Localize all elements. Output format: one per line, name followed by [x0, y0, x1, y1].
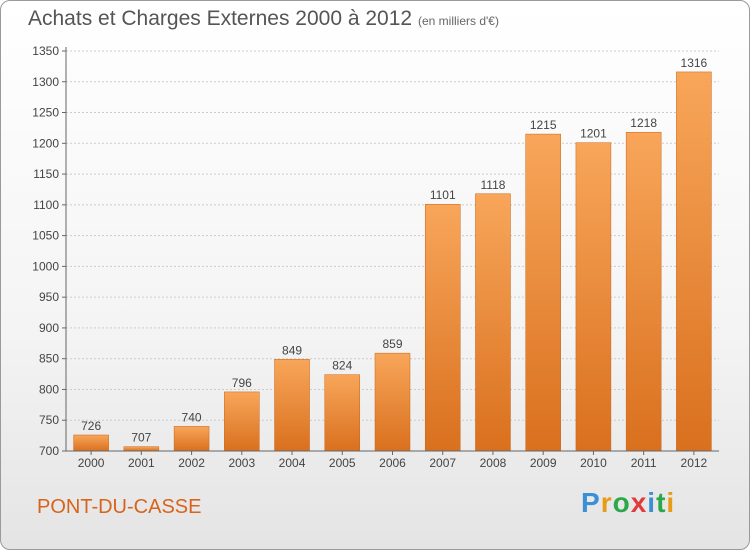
x-tick-label-2008: 2008: [480, 456, 507, 470]
value-label-2004: 849: [282, 343, 302, 357]
value-label-2001: 707: [131, 431, 151, 445]
x-tick-label-2009: 2009: [530, 456, 557, 470]
y-tick-label-1200: 1200: [32, 136, 59, 150]
value-label-2007: 1101: [430, 188, 456, 202]
y-tick-label-900: 900: [39, 321, 59, 335]
axes: 700 750 800 850 900 950 1000 1050 1100 1150 1200 12…: [32, 44, 719, 470]
x-tick-label-2007: 2007: [429, 456, 456, 470]
bar-2008: [475, 193, 511, 452]
logo-letter: i: [666, 487, 676, 518]
y-tick-label-1250: 1250: [32, 106, 59, 120]
value-label-2002: 740: [182, 410, 202, 424]
unit-note: (en milliers d'€): [418, 14, 499, 28]
x-tick-label-2010: 2010: [580, 456, 607, 470]
y-tick-label-1350: 1350: [32, 44, 59, 58]
proxiti-logo: Proxiti: [581, 487, 675, 519]
value-label-2009: 1215: [530, 118, 557, 132]
y-tick-label-850: 850: [39, 352, 59, 366]
logo-letter: t: [656, 487, 667, 518]
x-tick-label-2005: 2005: [329, 456, 356, 470]
value-label-2006: 859: [382, 337, 402, 351]
chart-title: Achats et Charges Externes 2000 à 2012: [28, 7, 413, 30]
x-tick-label-2003: 2003: [228, 456, 255, 470]
bar-2001: [123, 446, 160, 452]
logo-letter: i: [647, 487, 657, 518]
bar-2009: [525, 133, 561, 452]
y-tick-label-700: 700: [39, 444, 59, 458]
y-tick-label-1150: 1150: [33, 167, 59, 181]
y-tick-label-1050: 1050: [32, 229, 59, 243]
logo-letter: o: [612, 487, 631, 518]
y-tick-label-1300: 1300: [32, 75, 59, 89]
y-tick-label-800: 800: [39, 382, 59, 396]
bar-2004: [274, 359, 310, 452]
value-label-2010: 1201: [580, 127, 607, 141]
x-tick-label-2012: 2012: [681, 456, 708, 470]
y-tick-label-1100: 1100: [33, 198, 59, 212]
bar-2012: [676, 71, 712, 452]
x-tick-label-2000: 2000: [78, 456, 105, 470]
value-label-2005: 824: [332, 359, 352, 373]
value-label-2012: 1316: [681, 56, 708, 70]
value-label-2011: 1218: [630, 116, 657, 130]
data-labels: 726 707 740 796 849 824 859 1101 1118 1215 1201 121…: [81, 56, 707, 445]
logo-letter: x: [630, 487, 648, 518]
x-tick-label-2006: 2006: [379, 456, 406, 470]
value-label-2008: 1118: [481, 178, 506, 192]
bar-2011: [625, 131, 662, 452]
commune-name: PONT-DU-CASSE: [37, 496, 202, 518]
y-tick-label-1000: 1000: [32, 259, 59, 273]
bar-2002: [173, 426, 210, 452]
x-tick-label-2002: 2002: [178, 456, 205, 470]
bars: [73, 71, 712, 452]
x-tick-label-2001: 2001: [128, 456, 155, 470]
y-tick-label-750: 750: [39, 413, 59, 427]
bar-2003: [224, 391, 260, 452]
bar-2000: [73, 434, 109, 452]
value-label-2000: 726: [81, 419, 101, 433]
bar-2005: [324, 374, 361, 452]
logo-letter: P: [581, 487, 601, 518]
x-tick-label-2004: 2004: [279, 456, 306, 470]
bar-2007: [424, 203, 461, 452]
y-tick-label-950: 950: [39, 290, 59, 304]
logo-letter: r: [600, 487, 613, 518]
x-tick-label-2011: 2011: [631, 456, 657, 470]
bar-2010: [575, 142, 612, 452]
bar-2006: [374, 352, 411, 452]
value-label-2003: 796: [232, 376, 252, 390]
